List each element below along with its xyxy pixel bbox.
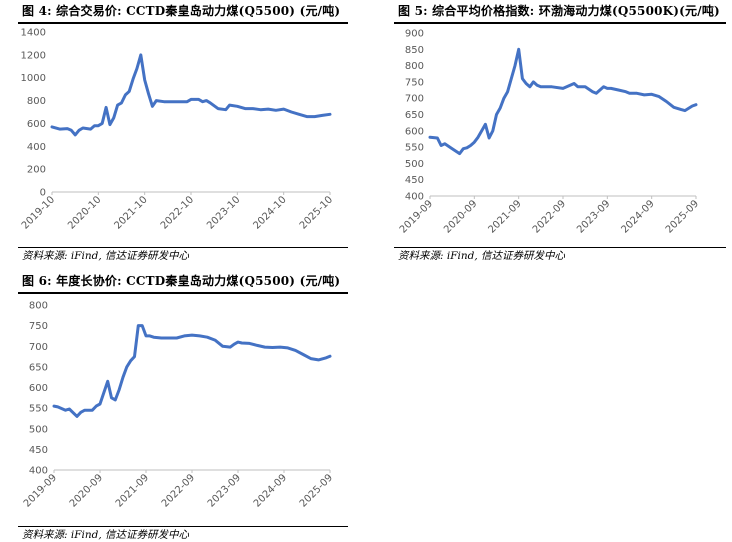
- y-tick-label: 600: [29, 383, 48, 394]
- y-tick-label: 500: [405, 159, 424, 170]
- x-tick-label: 2021-09: [114, 472, 151, 509]
- y-tick-label: 550: [405, 143, 424, 154]
- source-rule: [394, 247, 726, 248]
- x-tick-label: 2022-09: [531, 198, 568, 235]
- x-tick-label: 2023-10: [205, 194, 242, 231]
- y-tick-label: 600: [27, 119, 46, 130]
- x-tick-label: 2019-09: [22, 472, 59, 509]
- x-tick-label: 2025-09: [664, 198, 701, 235]
- x-tick-label: 2021-10: [112, 194, 149, 231]
- source-note: 资料来源: iFind, 信达证券研发中心: [22, 250, 190, 262]
- series-line: [50, 53, 332, 137]
- x-tick-label: 2019-09: [398, 198, 435, 235]
- chart-title: 图 5: 综合平均价格指数: 环渤海动力煤(Q5500K)(元/吨): [398, 4, 720, 18]
- x-tick-label: 2025-10: [298, 194, 335, 231]
- x-tick-label: 2023-09: [206, 472, 243, 509]
- source-note: 资料来源: iFind, 信达证券研发中心: [22, 529, 190, 541]
- source-note: 资料来源: iFind, 信达证券研发中心: [398, 250, 566, 262]
- y-tick-label: 700: [405, 94, 424, 105]
- chart-panel-6: 图 6: 年度长协价: CCTD秦皇岛动力煤(Q5500) (元/吨) 400 4…: [18, 270, 348, 542]
- y-tick-label: 1200: [21, 50, 46, 61]
- y-tick-label: 1000: [21, 73, 46, 84]
- line-chart-5: 400 450 500 550 600 650 700 750 800 850 900 2019-09…: [398, 29, 701, 236]
- line-chart-6: 400 450 500 550 600 650 700 750 800 2019-09 2020-0…: [22, 301, 335, 510]
- y-tick-label: 600: [405, 126, 424, 137]
- series-line: [52, 324, 332, 418]
- title-rule: [18, 292, 348, 294]
- y-tick-label: 750: [29, 321, 48, 332]
- source-rule: [18, 247, 348, 248]
- x-tick-label: 2020-10: [66, 194, 103, 231]
- y-tick-label: 700: [29, 342, 48, 353]
- y-tick-label: 400: [27, 142, 46, 153]
- source-rule: [18, 526, 348, 527]
- x-tick-label: 2025-09: [298, 472, 335, 509]
- x-tick-label: 2020-09: [442, 198, 479, 235]
- y-tick-label: 800: [405, 61, 424, 72]
- series-line: [428, 47, 698, 156]
- x-tick-label: 2019-10: [20, 194, 57, 231]
- chart-title: 图 6: 年度长协价: CCTD秦皇岛动力煤(Q5500) (元/吨): [22, 274, 341, 288]
- x-tick-label: 2024-09: [619, 198, 656, 235]
- y-tick-label: 450: [405, 175, 424, 186]
- y-tick-label: 550: [29, 404, 48, 415]
- x-tick-label: 2021-09: [486, 198, 523, 235]
- y-tick-label: 650: [29, 362, 48, 373]
- x-tick-label: 2022-09: [160, 472, 197, 509]
- y-tick-label: 450: [29, 445, 48, 456]
- chart-panel-5: 图 5: 综合平均价格指数: 环渤海动力煤(Q5500K)(元/吨) 400 45…: [394, 0, 726, 262]
- x-tick-label: 2022-10: [159, 194, 196, 231]
- title-rule: [394, 22, 726, 24]
- x-tick-label: 2024-10: [251, 194, 288, 231]
- y-tick-label: 800: [27, 96, 46, 107]
- y-tick-label: 0: [40, 188, 46, 199]
- y-tick-label: 750: [405, 77, 424, 88]
- y-tick-label: 900: [405, 29, 424, 40]
- y-tick-label: 400: [29, 466, 48, 477]
- y-tick-label: 1400: [21, 28, 46, 39]
- x-tick-label: 2020-09: [68, 472, 105, 509]
- chart-title: 图 4: 综合交易价: CCTD秦皇岛动力煤(Q5500) (元/吨): [22, 4, 341, 18]
- title-rule: [18, 22, 348, 24]
- y-tick-label: 500: [29, 424, 48, 435]
- chart-panel-4: 图 4: 综合交易价: CCTD秦皇岛动力煤(Q5500) (元/吨) 0 200…: [18, 0, 348, 262]
- y-tick-label: 200: [27, 165, 46, 176]
- y-tick-label: 400: [405, 192, 424, 203]
- y-tick-label: 650: [405, 110, 424, 121]
- y-tick-label: 850: [405, 45, 424, 56]
- x-tick-label: 2024-09: [252, 472, 289, 509]
- y-tick-label: 800: [29, 301, 48, 312]
- x-tick-label: 2023-09: [575, 198, 612, 235]
